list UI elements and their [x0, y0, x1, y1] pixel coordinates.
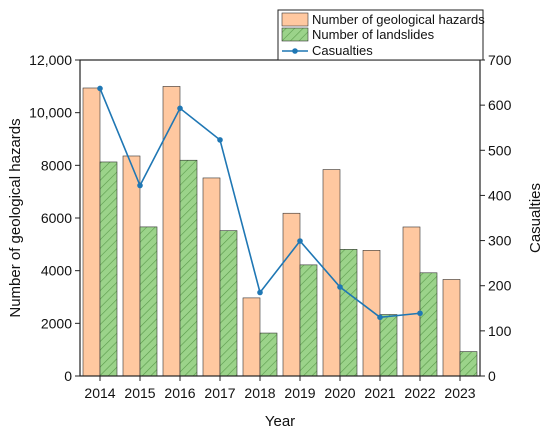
y2-tick-label: 600 — [488, 97, 512, 113]
legend-label-casualties: Casualties — [312, 43, 373, 58]
casualties-point — [217, 137, 223, 143]
casualties-point — [97, 85, 103, 92]
y2-tick-label: 200 — [488, 278, 512, 294]
y-tick-label: 0 — [64, 368, 72, 384]
bar-landslides — [139, 226, 158, 377]
y2-tick-label: 100 — [488, 323, 512, 339]
bar-geological-hazards — [122, 155, 141, 377]
bar-landslides — [99, 161, 118, 377]
bar-landslides — [299, 264, 318, 377]
x-tick-label: 2023 — [444, 385, 475, 401]
casualties-point — [297, 238, 303, 244]
y2-tick-label: 0 — [488, 368, 496, 384]
casualties-point — [177, 105, 183, 112]
x-axis-title: Year — [265, 413, 295, 430]
bar-landslides — [419, 272, 438, 377]
legend-marker-casualties — [292, 48, 298, 54]
y2-tick-label: 400 — [488, 187, 512, 203]
line-layer — [97, 85, 423, 321]
bar-geological-hazards — [402, 226, 421, 377]
x-tick-label: 2016 — [164, 385, 195, 401]
y2-axis-title: Casualties — [527, 183, 544, 253]
bar-geological-hazards — [282, 212, 301, 377]
bar-geological-hazards — [162, 86, 181, 377]
x-tick-label: 2014 — [84, 385, 115, 401]
bar-landslides — [339, 249, 358, 377]
bar-geological-hazards — [202, 177, 221, 377]
bar-landslides — [379, 314, 398, 377]
y2-tick-label: 500 — [488, 142, 512, 158]
bars-layer — [82, 86, 478, 377]
casualties-point — [377, 314, 383, 321]
y-axis-title: Number of geological hazards — [7, 118, 24, 317]
axes-layer: 0 2000 4000 6000 8000 10,000 12,000 0 100 200 300 4… — [7, 52, 544, 430]
casualties-point — [257, 289, 263, 296]
bar-geological-hazards — [442, 279, 461, 377]
bar-landslides — [259, 332, 278, 377]
y-tick-label: 10,000 — [29, 105, 72, 121]
bar-geological-hazards — [362, 250, 381, 377]
bar-landslides — [219, 230, 238, 377]
x-tick-label: 2021 — [364, 385, 395, 401]
legend-label-geological-hazards: Number of geological hazards — [312, 12, 485, 27]
y-tick-label: 8000 — [41, 157, 72, 173]
x-tick-label: 2017 — [204, 385, 235, 401]
legend-swatch-geological-hazards — [281, 12, 309, 27]
x-tick-label: 2019 — [284, 385, 315, 401]
y2-tick-label: 700 — [488, 52, 512, 68]
y-tick-label: 6000 — [41, 210, 72, 226]
bar-geological-hazards — [322, 169, 341, 377]
x-tick-label: 2018 — [244, 385, 275, 401]
bar-landslides — [459, 351, 478, 377]
y-tick-label: 4000 — [41, 263, 72, 279]
x-tick-label: 2020 — [324, 385, 355, 401]
bar-geological-hazards — [242, 297, 261, 377]
casualties-point — [137, 182, 143, 189]
x-tick-label: 2015 — [124, 385, 155, 401]
y-tick-label: 2000 — [41, 315, 72, 331]
legend-label-landslides: Number of landslides — [312, 27, 435, 42]
bar-landslides — [179, 159, 198, 377]
x-tick-label: 2022 — [404, 385, 435, 401]
casualties-point — [337, 284, 343, 290]
y2-tick-label: 300 — [488, 233, 512, 249]
y-tick-label: 12,000 — [29, 52, 72, 68]
legend-swatch-landslides — [281, 27, 309, 42]
bar-geological-hazards — [82, 87, 101, 377]
casualties-point — [417, 310, 423, 317]
legend-box — [277, 9, 484, 61]
